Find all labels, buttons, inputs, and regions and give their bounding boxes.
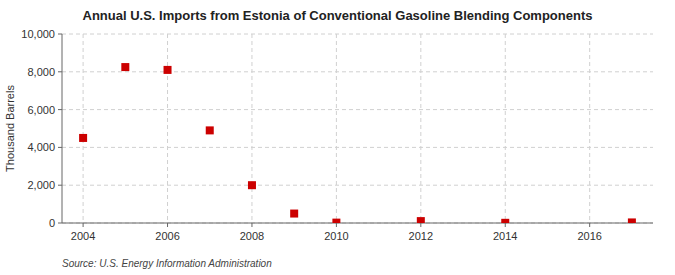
- point: [164, 66, 172, 74]
- grid-line-y: [62, 223, 653, 224]
- tick-y: [58, 34, 62, 35]
- tick-x: [336, 223, 337, 227]
- title: Annual U.S. Imports from Estonia of Conv…: [83, 8, 593, 23]
- point: [501, 219, 509, 223]
- point: [417, 217, 425, 223]
- point: [332, 219, 340, 223]
- point: [248, 181, 256, 189]
- point: [290, 210, 298, 218]
- point: [121, 63, 129, 71]
- tick-y: [58, 109, 62, 110]
- tick-x: [83, 223, 84, 227]
- tick-y: [58, 223, 62, 224]
- grid-line-x: [589, 34, 590, 223]
- point: [628, 218, 636, 223]
- tick-label-y: 10,000: [21, 28, 55, 40]
- tick-label-y: 4,000: [27, 141, 55, 153]
- tick-y: [58, 147, 62, 148]
- tick-label-x: 2004: [71, 230, 95, 242]
- point: [79, 134, 87, 142]
- points: [79, 63, 636, 223]
- grid-line-x: [251, 34, 252, 223]
- tick-y: [58, 71, 62, 72]
- axis-line-y: [62, 34, 63, 223]
- grid-line-y: [62, 109, 653, 110]
- grid-line-x: [505, 34, 506, 223]
- grid-line-y: [62, 147, 653, 148]
- tick-label-y: 0: [49, 217, 55, 229]
- tick-label-y: 6,000: [27, 104, 55, 116]
- axis-line-x: [62, 223, 653, 224]
- grid-line-x: [83, 34, 84, 223]
- grid-line-x: [336, 34, 337, 223]
- tick-label-x: 2010: [324, 230, 348, 242]
- tick-label-x: 2006: [155, 230, 179, 242]
- tick-x: [589, 223, 590, 227]
- tick-x: [420, 223, 421, 227]
- tick-label-x: 2014: [493, 230, 517, 242]
- tick-label-x: 2016: [577, 230, 601, 242]
- grid-line-y: [62, 71, 653, 72]
- y-axis-label: Thousand Barrels: [4, 85, 16, 172]
- tick-x: [251, 223, 252, 227]
- chart: Annual U.S. Imports from Estonia of Conv…: [0, 0, 675, 275]
- point: [206, 126, 214, 134]
- tick-label-x: 2008: [240, 230, 264, 242]
- tick-y: [58, 185, 62, 186]
- tick-label-x: 2012: [409, 230, 433, 242]
- source: Source: U.S. Energy Information Administ…: [62, 258, 272, 269]
- grid-line-y: [62, 185, 653, 186]
- axes: 0 2,000 4,000 6,000 8,000 10,000 2004 2006 2008 2…: [21, 28, 653, 242]
- grid-line-y: [62, 34, 653, 35]
- tick-x: [505, 223, 506, 227]
- grid-line-x: [167, 34, 168, 223]
- tick-x: [167, 223, 168, 227]
- grid: [62, 34, 653, 223]
- tick-label-y: 8,000: [27, 66, 55, 78]
- tick-label-y: 2,000: [27, 179, 55, 191]
- grid-line-x: [420, 34, 421, 223]
